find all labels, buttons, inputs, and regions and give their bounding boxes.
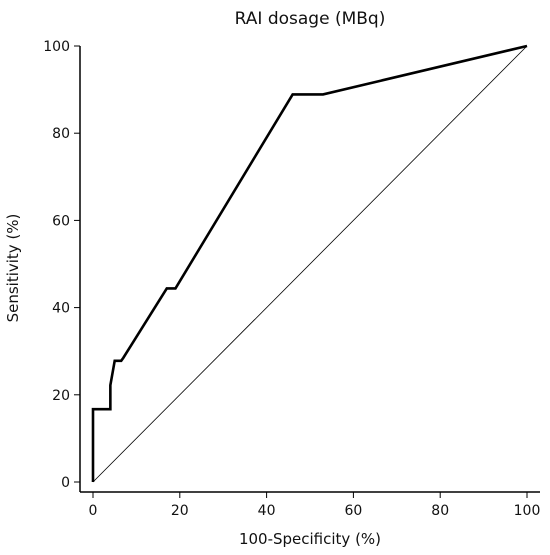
chart-title: RAI dosage (MBq): [235, 9, 386, 29]
x-axis-label: 100-Specificity (%): [239, 530, 381, 548]
y-tick-label: 20: [52, 388, 70, 404]
y-tick-label: 60: [52, 213, 70, 229]
diagonal-reference-line: [92, 45, 528, 483]
y-tick-label: 40: [52, 301, 70, 317]
x-tick-label: 60: [344, 503, 362, 519]
plot-area: 0 20 40 60 80 100 0 20 40 60 80 100: [43, 39, 540, 519]
y-tick-label: 100: [43, 39, 70, 55]
y-tick-label: 80: [52, 126, 70, 142]
x-tick-label: 40: [258, 503, 276, 519]
x-tick-label: 20: [171, 503, 189, 519]
y-tick-label: 0: [61, 475, 70, 491]
series-layer: [91, 44, 528, 483]
x-tick-label: 0: [89, 503, 98, 519]
y-axis-label: Sensitivity (%): [4, 214, 22, 323]
x-tick-label: 80: [431, 503, 449, 519]
y-tick-group: 0 20 40 60 80 100: [43, 39, 80, 491]
roc-curve-line: [91, 44, 528, 482]
x-tick-group: 0 20 40 60 80 100: [89, 492, 541, 519]
x-tick-label: 100: [514, 503, 541, 519]
